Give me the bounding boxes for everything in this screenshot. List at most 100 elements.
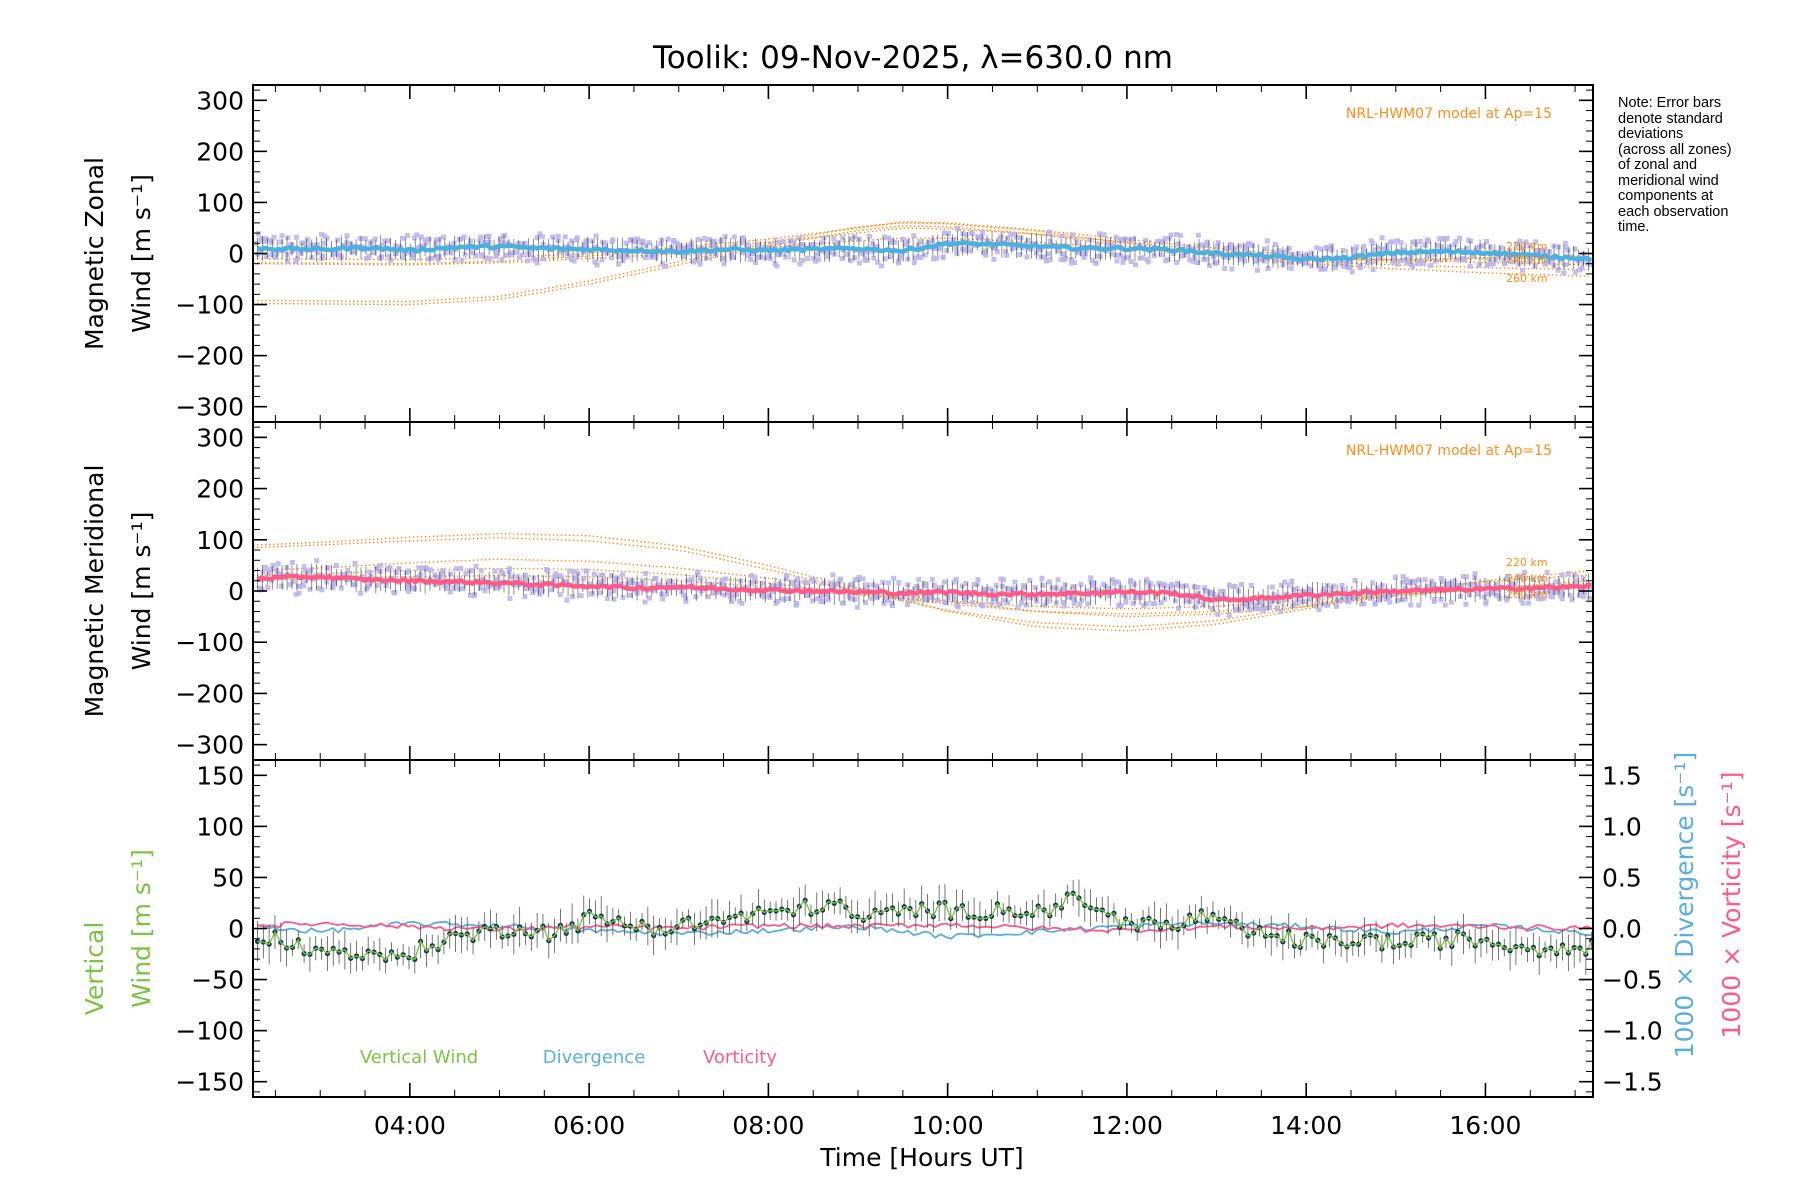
zone-point (816, 257, 822, 263)
zone-point (1256, 257, 1262, 263)
zone-point (1182, 252, 1188, 258)
zone-point (1279, 257, 1285, 263)
zone-point (263, 236, 269, 242)
zone-point (1174, 231, 1180, 237)
zone-point (768, 256, 774, 262)
zone-point (1533, 247, 1539, 253)
zone-point (382, 238, 388, 244)
zone-point (719, 577, 725, 583)
zone-point (820, 580, 826, 586)
zone-point (367, 240, 373, 246)
zone-point (405, 233, 411, 239)
zone-point (363, 255, 369, 261)
zone-point (1011, 231, 1017, 237)
zone-point (1483, 599, 1489, 605)
zone-point (444, 585, 450, 591)
zone-point (486, 233, 492, 239)
zone-point (1069, 232, 1075, 238)
zone-point (1522, 569, 1528, 575)
zone-point (1308, 587, 1314, 593)
zone-point (665, 581, 671, 587)
zone-point (1565, 571, 1571, 577)
zone-point (363, 586, 369, 592)
zone-point (905, 238, 911, 244)
zone-point (1005, 600, 1011, 606)
zone-point (507, 595, 513, 601)
zone-point (766, 253, 772, 259)
zone-point (459, 257, 465, 263)
zone-point (891, 575, 897, 581)
meridional-wind-line (256, 573, 1592, 603)
zone-point (896, 580, 902, 586)
zone-point (663, 263, 669, 269)
zone-point (905, 582, 911, 588)
y2-tick-label: 0.0 (1602, 915, 1642, 944)
zone-point (1062, 582, 1068, 588)
zone-point (902, 588, 908, 594)
zone-point (423, 565, 429, 571)
zone-point (694, 254, 700, 260)
zone-point (775, 598, 781, 604)
zone-point (1580, 594, 1586, 600)
zone-point (1074, 239, 1080, 245)
zone-point (1133, 262, 1139, 268)
zone-point (1552, 589, 1558, 595)
zone-point (1411, 580, 1417, 586)
zone-point (1017, 252, 1023, 258)
zone-point (289, 249, 295, 255)
zone-point (1502, 261, 1508, 267)
zone-point (1519, 245, 1525, 251)
zone-point (1514, 241, 1520, 247)
zone-point (509, 574, 515, 580)
zone-point (728, 251, 734, 257)
zone-point (1242, 602, 1248, 608)
zone-point (1314, 603, 1320, 609)
zone-point (951, 591, 957, 597)
zone-point (263, 253, 269, 259)
zone-point (839, 255, 845, 261)
zone-point (975, 577, 981, 583)
zone-point (769, 583, 775, 589)
zone-point (931, 582, 937, 588)
zone-point (1367, 595, 1373, 601)
zone-point (568, 238, 574, 244)
zone-point (727, 594, 733, 600)
zone-point (685, 243, 691, 249)
zone-point (435, 257, 441, 263)
zone-point (303, 568, 309, 574)
zone-point (1209, 590, 1215, 596)
zone-point (922, 593, 928, 599)
zone-point (1541, 595, 1547, 601)
zone-point (982, 248, 988, 254)
zone-point (1434, 242, 1440, 248)
zone-point (587, 581, 593, 587)
zone-point (557, 592, 563, 598)
zone-point (1392, 574, 1398, 580)
zone-point (1114, 258, 1120, 264)
zone-point (1269, 584, 1275, 590)
zone-point (571, 569, 577, 575)
zone-point (367, 582, 373, 588)
zone-point (1183, 598, 1189, 604)
zone-point (428, 567, 434, 573)
zone-point (1402, 585, 1408, 591)
zone-point (1229, 266, 1235, 272)
zone-point (1395, 598, 1401, 604)
y-tick-label: −200 (175, 679, 244, 708)
x-tick-label: 16:00 (1449, 1111, 1521, 1140)
zone-point (632, 239, 638, 245)
zone-point (1332, 265, 1338, 271)
zone-point (1530, 576, 1536, 582)
zone-point (1192, 254, 1198, 260)
zone-point (995, 602, 1001, 608)
zone-point (1447, 581, 1453, 587)
zone-point (899, 236, 905, 242)
y-tick-label: −300 (175, 393, 244, 422)
note-line: Note: Error bars (1618, 95, 1722, 111)
zone-point (1406, 580, 1412, 586)
zone-point (367, 569, 373, 575)
zone-point (1252, 258, 1258, 264)
zone-point (748, 256, 754, 262)
zone-point (293, 259, 299, 265)
zone-point (1008, 232, 1014, 238)
